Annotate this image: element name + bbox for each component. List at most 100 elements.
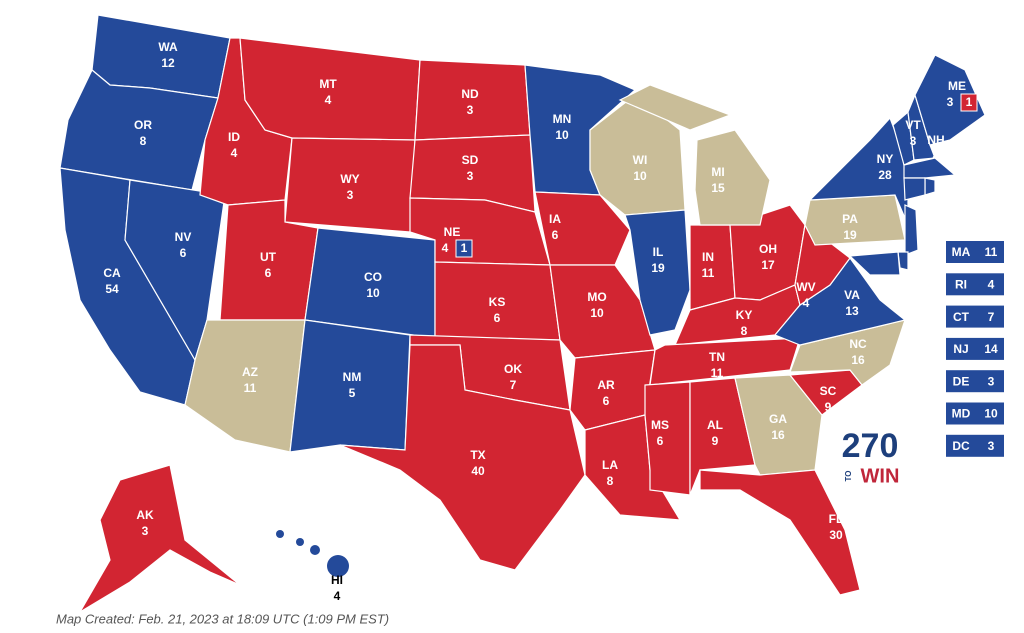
state-abbr: MS bbox=[651, 418, 669, 432]
state-abbr: KS bbox=[489, 295, 506, 309]
state-abbr: OK bbox=[504, 362, 522, 376]
callout-abbr: NJ bbox=[953, 342, 968, 356]
state-abbr: UT bbox=[260, 250, 277, 264]
state-votes: 16 bbox=[851, 353, 865, 367]
callout-votes: 10 bbox=[984, 407, 998, 421]
state-votes: 15 bbox=[711, 181, 725, 195]
state-shape bbox=[644, 381, 691, 496]
state-votes: 40 bbox=[471, 464, 485, 478]
state-abbr: NE bbox=[444, 225, 461, 239]
state-abbr: HI bbox=[331, 573, 343, 587]
callout-abbr: RI bbox=[955, 277, 967, 291]
logo-to: TO bbox=[844, 471, 853, 482]
state-votes: 3 bbox=[467, 103, 474, 117]
state-votes: 54 bbox=[105, 282, 119, 296]
state-abbr: NM bbox=[343, 370, 362, 384]
state-votes: 30 bbox=[829, 528, 843, 542]
callout-box bbox=[946, 370, 1004, 393]
callout-votes: 4 bbox=[988, 277, 995, 291]
state-shape bbox=[296, 538, 304, 546]
callout-abbr: MA bbox=[952, 245, 971, 259]
state-votes: 10 bbox=[633, 169, 647, 183]
split-votes: 1 bbox=[966, 95, 973, 109]
state-votes: 9 bbox=[825, 400, 832, 414]
state-shape bbox=[78, 464, 241, 614]
state-shape bbox=[327, 555, 349, 577]
state-votes: 19 bbox=[651, 261, 665, 275]
callout-votes: 7 bbox=[988, 310, 995, 324]
state-votes: 6 bbox=[180, 246, 187, 260]
callout-abbr: MD bbox=[952, 407, 971, 421]
state-votes: 4 bbox=[933, 149, 940, 163]
logo-number: 270 bbox=[842, 427, 899, 465]
state-votes: 19 bbox=[843, 228, 857, 242]
split-box bbox=[455, 239, 473, 258]
state-abbr: KY bbox=[736, 308, 753, 322]
logo-win: WIN bbox=[861, 465, 900, 487]
state-shape bbox=[649, 337, 801, 386]
state-abbr: WV bbox=[796, 280, 815, 294]
state-abbr: MO bbox=[587, 290, 606, 304]
state-votes: 6 bbox=[265, 266, 272, 280]
state-votes: 16 bbox=[771, 428, 785, 442]
callout-box bbox=[946, 241, 1004, 263]
callout-box bbox=[946, 434, 1004, 457]
state-votes: 4 bbox=[442, 241, 449, 255]
state-votes: 6 bbox=[603, 394, 610, 408]
state-votes: 8 bbox=[607, 474, 614, 488]
state-votes: 11 bbox=[711, 366, 724, 380]
state-shape bbox=[924, 177, 936, 196]
state-votes: 4 bbox=[334, 589, 341, 603]
state-abbr: OR bbox=[134, 118, 152, 132]
state-votes: 6 bbox=[494, 311, 501, 325]
state-votes: 17 bbox=[761, 258, 775, 272]
state-abbr: AK bbox=[136, 508, 154, 522]
state-abbr: CA bbox=[103, 266, 121, 280]
callout-abbr: DE bbox=[953, 374, 970, 388]
state-votes: 6 bbox=[657, 434, 664, 448]
state-votes: 10 bbox=[590, 306, 604, 320]
state-shape bbox=[689, 377, 756, 496]
state-abbr: ME bbox=[948, 79, 966, 93]
state-shape bbox=[903, 157, 957, 179]
callout-votes: 3 bbox=[988, 439, 995, 453]
state-abbr: CO bbox=[364, 270, 382, 284]
state-abbr: NH bbox=[927, 133, 944, 147]
state-shape bbox=[903, 177, 926, 201]
state-shape bbox=[624, 209, 691, 336]
state-abbr: MI bbox=[711, 165, 724, 179]
state-abbr: AZ bbox=[242, 365, 258, 379]
state-votes: 28 bbox=[878, 168, 892, 182]
state-votes: 4 bbox=[325, 93, 332, 107]
state-votes: 11 bbox=[244, 381, 257, 395]
state-votes: 3 bbox=[142, 524, 149, 538]
state-abbr: ID bbox=[228, 130, 240, 144]
state-votes: 4 bbox=[803, 296, 810, 310]
callout-abbr: CT bbox=[953, 310, 970, 324]
state-abbr: AR bbox=[597, 378, 615, 392]
state-votes: 3 bbox=[467, 169, 474, 183]
state-votes: 9 bbox=[712, 434, 719, 448]
state-votes: 8 bbox=[140, 134, 147, 148]
state-votes: 7 bbox=[510, 378, 517, 392]
state-shape bbox=[914, 54, 986, 146]
state-abbr: SD bbox=[462, 153, 479, 167]
state-votes: 10 bbox=[366, 286, 380, 300]
state-votes: 3 bbox=[347, 188, 354, 202]
state-votes: 11 bbox=[702, 266, 715, 280]
state-abbr: NY bbox=[877, 152, 894, 166]
state-shape bbox=[904, 204, 919, 256]
split-box bbox=[960, 93, 978, 112]
state-shape bbox=[848, 251, 901, 276]
footer: Map Created: Feb. 21, 2023 at 18:09 UTC … bbox=[56, 611, 389, 626]
callout-votes: 11 bbox=[985, 245, 998, 259]
callout-votes: 14 bbox=[984, 342, 998, 356]
state-votes: 10 bbox=[555, 128, 569, 142]
state-votes: 6 bbox=[552, 228, 559, 242]
state-abbr: IL bbox=[653, 245, 664, 259]
callout-box bbox=[946, 305, 1004, 328]
state-votes: 8 bbox=[741, 324, 748, 338]
state-abbr: TN bbox=[709, 350, 725, 364]
state-abbr: IA bbox=[549, 212, 561, 226]
